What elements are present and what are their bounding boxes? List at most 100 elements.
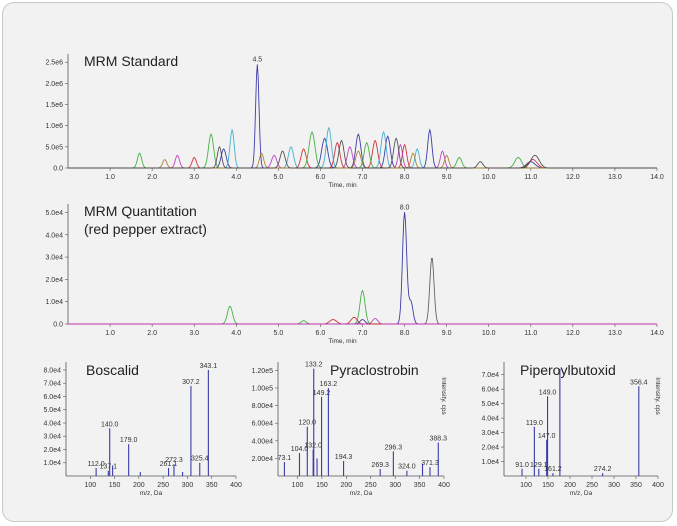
peak-label: 163.2 (320, 381, 338, 388)
series-line-3 (68, 316, 657, 325)
x-tick-label: 10.0 (482, 174, 496, 181)
x-tick-label: 350 (414, 482, 426, 489)
peak-label: 140.0 (101, 421, 119, 428)
x-tick-label: 150 (542, 482, 554, 489)
peak-label: 133.2 (305, 362, 323, 369)
y-tick-label: 5.0e5 (45, 144, 63, 151)
series-line-4 (68, 317, 657, 325)
x-tick-label: 2.0 (147, 174, 157, 181)
x-tick-label: 8.0 (400, 174, 410, 181)
y-tick-label: 2.0e4 (43, 447, 61, 454)
y-tick-label: 2.0e4 (45, 277, 63, 284)
x-axis-label: m/z, Da (350, 490, 373, 497)
y-tick-label: 4.00e4 (252, 438, 274, 445)
y-tick-label: 1.00e5 (252, 386, 274, 393)
x-tick-label: 14.0 (650, 330, 664, 337)
x-tick-label: 400 (652, 482, 664, 489)
x-tick-label: 300 (608, 482, 620, 489)
chart-title: MRM Quantitation (84, 203, 197, 219)
peak-label: 343.1 (200, 363, 218, 370)
y-tick-label: 7.0e4 (481, 372, 499, 379)
peak-label: 149.0 (539, 389, 557, 396)
x-tick-label: 400 (438, 482, 450, 489)
x-tick-label: 300 (182, 482, 194, 489)
x-axis-label: m/z, Da (570, 490, 593, 497)
y-tick-label: 8.0e4 (43, 367, 61, 374)
x-tick-label: 200 (133, 482, 145, 489)
y-tick-label: 4.0e4 (43, 420, 61, 427)
peak-label: 194.3 (335, 454, 353, 461)
peak-label: 137.1 (100, 464, 118, 471)
y-tick-label: 1.5e6 (45, 102, 63, 109)
peak-label: 129.1 (530, 462, 548, 469)
y-tick-label: 3.0e4 (481, 430, 499, 437)
x-tick-label: 4.0 (231, 174, 241, 181)
peak-label: 179.0 (120, 437, 138, 444)
peak-label: 356.4 (630, 379, 648, 386)
y-tick-label: 6.00e4 (252, 421, 274, 428)
y-tick-label: 4.0e4 (45, 232, 63, 239)
x-tick-label: 8.0 (400, 330, 410, 337)
peak-label: 261.1 (160, 461, 178, 468)
series-line-0 (68, 64, 657, 169)
x-tick-label: 100 (520, 482, 532, 489)
peak-label: 4.5 (252, 56, 262, 63)
x-tick-label: 300 (389, 482, 401, 489)
x-tick-label: 9.0 (442, 174, 452, 181)
x-tick-label: 11.0 (524, 330, 537, 337)
peak-label: 161.2 (544, 466, 562, 473)
y-tick-label: 6.0e4 (481, 387, 499, 394)
chart-4: 1.0e4 2.0e4 3.0e4 4.0e4 5.0e4 6.0e4 7.0e4 100 15… (481, 362, 664, 497)
chart-0: 0.0 5.0e5 1.0e6 1.5e6 2.0e6 2.5e6 1.0 2.0 3.0 4.0… (45, 53, 663, 189)
y-tick-label: 2.00e4 (252, 456, 274, 463)
y-tick-label: 1.0e4 (45, 299, 63, 306)
y-tick-label: 3.0e4 (45, 255, 63, 262)
x-tick-label: 13.0 (608, 330, 622, 337)
peak-label: 371.3 (421, 460, 439, 467)
x-tick-label: 250 (157, 482, 169, 489)
series-line-2 (68, 289, 657, 325)
peak-label: 274.2 (594, 466, 612, 473)
chart-title: Pyraclostrobin (330, 362, 419, 378)
peak-label: 324.0 (398, 464, 416, 471)
peak-label: 307.2 (182, 379, 200, 386)
y-tick-label: 1.20e5 (252, 368, 274, 375)
y-tick-label: 2.0e6 (45, 81, 63, 88)
y-tick-label: 5.0e4 (481, 401, 499, 408)
x-tick-label: 13.0 (608, 174, 622, 181)
peak-label: 120.0 (299, 420, 317, 427)
y-tick-label: 7.0e4 (43, 381, 61, 388)
chart-subtitle: (red pepper extract) (84, 221, 207, 237)
y-tick-label: 2.0e4 (481, 445, 499, 452)
y-tick-label: 1.0e4 (43, 460, 61, 467)
x-tick-label: 6.0 (316, 330, 326, 337)
x-tick-label: 11.0 (524, 174, 537, 181)
chart-2: 1.0e4 2.0e4 3.0e4 4.0e4 5.0e4 6.0e4 7.0e4 8.0e4… (43, 362, 242, 497)
y-tick-label: 4.0e4 (481, 416, 499, 423)
x-tick-label: 100 (292, 482, 304, 489)
y-tick-label: 5.0e4 (43, 407, 61, 414)
chart-title: Piperoylbutoxid (520, 362, 616, 378)
peak-label: 272.3 (165, 457, 183, 464)
peak-label: 325.4 (191, 456, 209, 463)
x-tick-label: 350 (630, 482, 642, 489)
y-axis-label: Intensity, cps (654, 377, 661, 415)
x-tick-label: 2.0 (147, 330, 157, 337)
peak-label: 269.3 (371, 462, 389, 469)
x-tick-label: 250 (365, 482, 377, 489)
x-tick-label: 12.0 (566, 174, 580, 181)
series-line-6 (68, 137, 657, 169)
x-tick-label: 10.0 (482, 330, 496, 337)
x-tick-label: 5.0 (273, 174, 283, 181)
x-tick-label: 350 (206, 482, 218, 489)
peak-label: 104.0 (291, 446, 309, 453)
y-tick-label: 0.0 (53, 166, 63, 173)
peak-label: 112.0 (88, 461, 105, 468)
x-tick-label: 7.0 (358, 330, 368, 337)
y-tick-label: 6.0e4 (43, 394, 61, 401)
x-axis-label: Time, min (328, 182, 357, 189)
x-tick-label: 1.0 (105, 330, 115, 337)
chart-title: Boscalid (86, 362, 139, 378)
y-tick-label: 1.0e4 (481, 459, 499, 466)
